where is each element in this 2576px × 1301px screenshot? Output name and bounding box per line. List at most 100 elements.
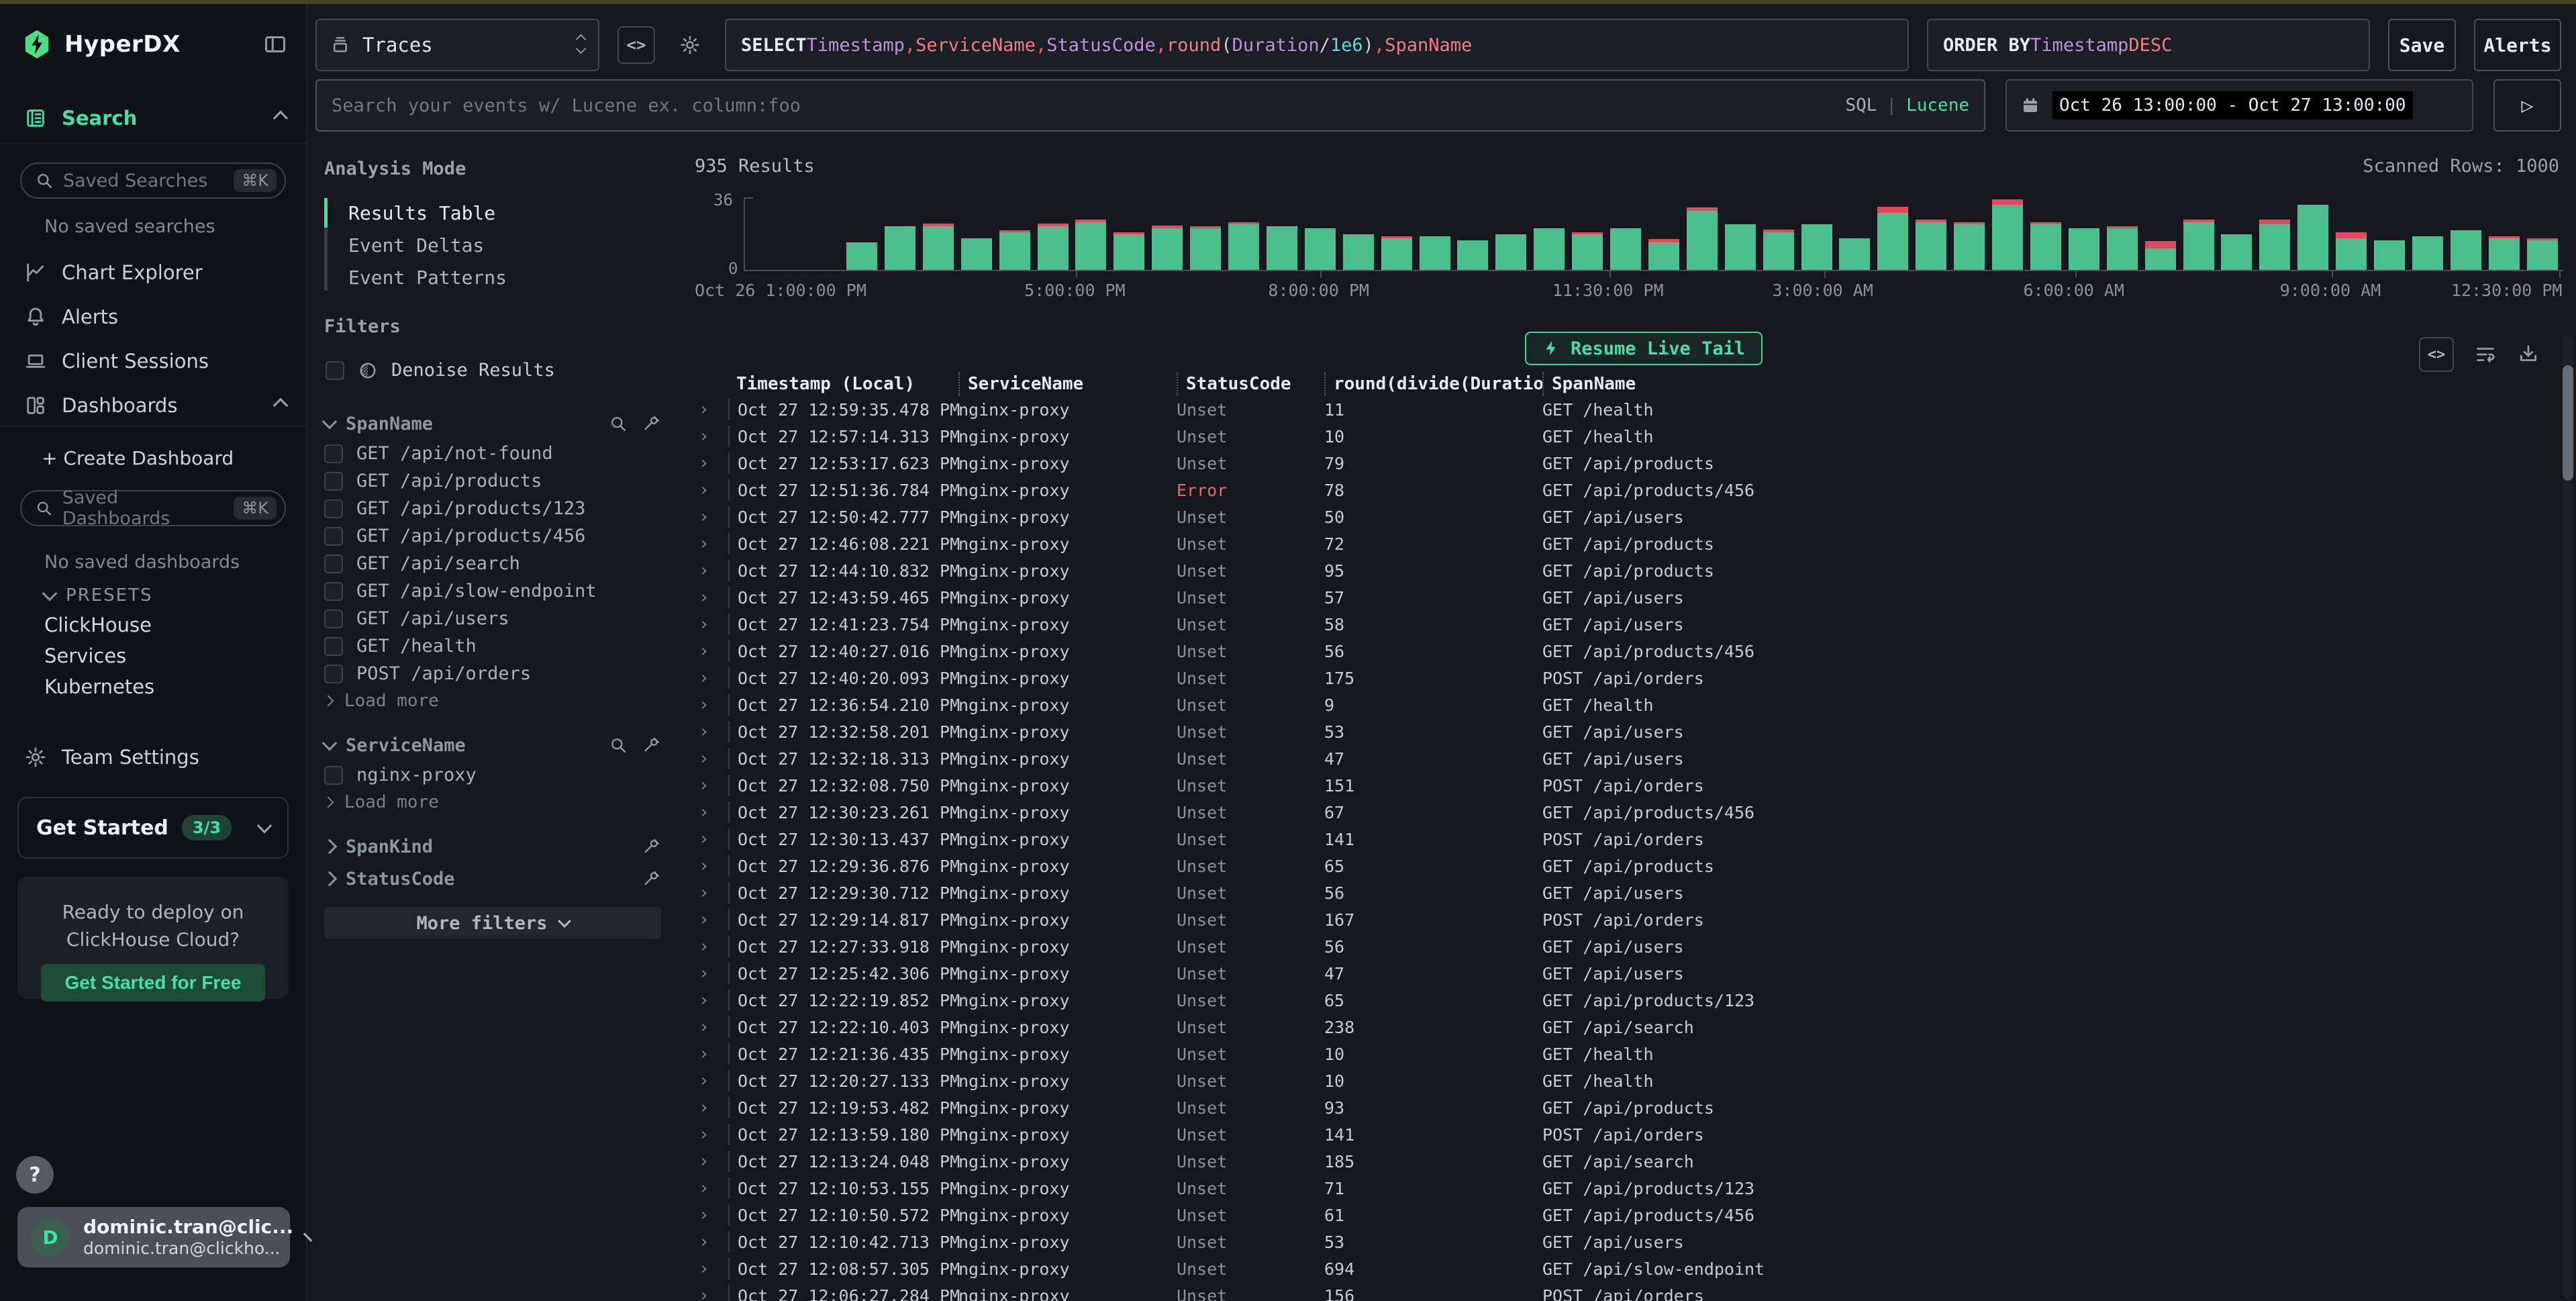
alerts-button[interactable]: Alerts <box>2474 19 2561 71</box>
table-row[interactable]: ›Oct 27 12:44:10.832 PMnginx-proxyUnset9… <box>695 557 2549 584</box>
expand-row-icon[interactable]: › <box>695 856 728 876</box>
expand-row-icon[interactable]: › <box>695 426 728 446</box>
filter-checkbox[interactable] <box>324 555 343 573</box>
expand-row-icon[interactable]: › <box>695 1232 728 1252</box>
run-query-button[interactable]: ▷ <box>2493 79 2561 132</box>
table-row[interactable]: ›Oct 27 12:10:42.713 PMnginx-proxyUnset5… <box>695 1228 2549 1255</box>
expand-row-icon[interactable]: › <box>695 668 728 688</box>
scrollbar-thumb[interactable] <box>2563 365 2573 481</box>
filter-option[interactable]: GET /api/users <box>324 605 661 632</box>
expand-row-icon[interactable]: › <box>695 1151 728 1171</box>
resume-live-tail-button[interactable]: Resume Live Tail <box>1525 332 1763 365</box>
help-button[interactable]: ? <box>16 1156 54 1194</box>
filter-option[interactable]: POST /api/orders <box>324 660 661 687</box>
source-settings-button[interactable] <box>673 26 707 64</box>
denoise-results-toggle[interactable]: Denoise Results <box>326 360 661 381</box>
pin-icon[interactable] <box>642 414 661 433</box>
collapse-sidebar-icon[interactable] <box>263 32 287 56</box>
filter-checkbox[interactable] <box>324 610 343 628</box>
table-row[interactable]: ›Oct 27 12:22:10.403 PMnginx-proxyUnset2… <box>695 1014 2549 1041</box>
pin-icon[interactable] <box>642 837 661 856</box>
filter-checkbox[interactable] <box>324 527 343 546</box>
analysis-mode-event-patterns[interactable]: Event Patterns <box>324 261 661 293</box>
download-icon[interactable] <box>2517 343 2540 366</box>
scrollbar-track[interactable] <box>2563 336 2573 1298</box>
expand-row-icon[interactable]: › <box>695 1124 728 1145</box>
table-row[interactable]: ›Oct 27 12:25:42.306 PMnginx-proxyUnset4… <box>695 960 2549 987</box>
expand-row-icon[interactable]: › <box>695 1286 728 1301</box>
wrap-lines-icon[interactable] <box>2474 343 2497 366</box>
table-row[interactable]: ›Oct 27 12:32:18.313 PMnginx-proxyUnset4… <box>695 745 2549 772</box>
filter-option[interactable]: GET /api/slow-endpoint <box>324 577 661 605</box>
filter-option[interactable]: GET /health <box>324 632 661 660</box>
table-row[interactable]: ›Oct 27 12:53:17.623 PMnginx-proxyUnset7… <box>695 450 2549 477</box>
table-row[interactable]: ›Oct 27 12:10:50.572 PMnginx-proxyUnset6… <box>695 1202 2549 1228</box>
expand-row-icon[interactable]: › <box>695 399 728 420</box>
preset-kubernetes[interactable]: Kubernetes <box>44 675 154 698</box>
table-row[interactable]: ›Oct 27 12:06:27.284 PMnginx-proxyUnset1… <box>695 1282 2549 1301</box>
source-select[interactable]: Traces <box>315 19 599 71</box>
load-more-button[interactable]: Load more <box>324 789 661 816</box>
date-range-picker[interactable]: Oct 26 13:00:00 - Oct 27 13:00:00 <box>2005 79 2473 132</box>
table-row[interactable]: ›Oct 27 12:32:08.750 PMnginx-proxyUnset1… <box>695 772 2549 799</box>
filter-checkbox[interactable] <box>324 766 343 785</box>
expand-row-icon[interactable]: › <box>695 722 728 742</box>
table-row[interactable]: ›Oct 27 12:21:36.435 PMnginx-proxyUnset1… <box>695 1041 2549 1067</box>
expand-row-icon[interactable]: › <box>695 990 728 1010</box>
filter-option[interactable]: nginx-proxy <box>324 761 661 789</box>
preset-services[interactable]: Services <box>44 644 126 667</box>
table-row[interactable]: ›Oct 27 12:41:23.754 PMnginx-proxyUnset5… <box>695 611 2549 638</box>
pin-icon[interactable] <box>642 736 661 755</box>
expand-row-icon[interactable]: › <box>695 1017 728 1037</box>
edit-source-code-button[interactable]: <> <box>617 26 655 64</box>
expand-row-icon[interactable]: › <box>695 480 728 500</box>
filter-section-servicename[interactable]: ServiceName <box>324 729 661 761</box>
expand-row-icon[interactable]: › <box>695 534 728 554</box>
table-row[interactable]: ›Oct 27 12:20:27.133 PMnginx-proxyUnset1… <box>695 1067 2549 1094</box>
denoise-checkbox[interactable] <box>326 361 344 380</box>
table-row[interactable]: ›Oct 27 12:29:36.876 PMnginx-proxyUnset6… <box>695 853 2549 879</box>
analysis-mode-event-deltas[interactable]: Event Deltas <box>324 229 661 261</box>
expand-row-icon[interactable]: › <box>695 507 728 527</box>
expand-row-icon[interactable]: › <box>695 883 728 903</box>
filter-option[interactable]: GET /api/products <box>324 467 661 495</box>
sidebar-item-search[interactable]: Search <box>0 99 306 137</box>
expand-row-icon[interactable]: › <box>695 963 728 983</box>
filter-section-statuscode[interactable]: StatusCode <box>324 863 661 895</box>
lucene-toggle-option[interactable]: Lucene <box>1906 95 1969 115</box>
preset-clickhouse[interactable]: ClickHouse <box>44 614 152 636</box>
get-started-card[interactable]: Get Started 3/3 <box>17 797 289 859</box>
table-row[interactable]: ›Oct 27 12:59:35.478 PMnginx-proxyUnset1… <box>695 396 2549 423</box>
filter-checkbox[interactable] <box>324 472 343 491</box>
table-row[interactable]: ›Oct 27 12:30:13.437 PMnginx-proxyUnset1… <box>695 826 2549 853</box>
filter-checkbox[interactable] <box>324 582 343 601</box>
table-row[interactable]: ›Oct 27 12:43:59.465 PMnginx-proxyUnset5… <box>695 584 2549 611</box>
expand-row-icon[interactable]: › <box>695 1205 728 1225</box>
saved-searches-input[interactable]: Saved Searches ⌘K <box>20 162 286 199</box>
expand-row-icon[interactable]: › <box>695 561 728 581</box>
sidebar-item-alerts[interactable]: Alerts <box>0 298 306 336</box>
filter-checkbox[interactable] <box>324 499 343 518</box>
expand-row-icon[interactable]: › <box>695 1259 728 1279</box>
load-more-button[interactable]: Load more <box>324 687 661 714</box>
filter-option[interactable]: GET /api/not-found <box>324 440 661 467</box>
filter-checkbox[interactable] <box>324 637 343 656</box>
filter-option[interactable]: GET /api/search <box>324 550 661 577</box>
expand-row-icon[interactable]: › <box>695 936 728 957</box>
table-row[interactable]: ›Oct 27 12:13:24.048 PMnginx-proxyUnset1… <box>695 1148 2549 1175</box>
filter-checkbox[interactable] <box>324 444 343 463</box>
saved-dashboards-input[interactable]: Saved Dashboards ⌘K <box>20 490 286 526</box>
table-row[interactable]: ›Oct 27 12:27:33.918 PMnginx-proxyUnset5… <box>695 933 2549 960</box>
user-menu[interactable]: D dominic.tran@clic... dominic.tran@clic… <box>17 1207 290 1267</box>
table-row[interactable]: ›Oct 27 12:29:14.817 PMnginx-proxyUnset1… <box>695 906 2549 933</box>
table-row[interactable]: ›Oct 27 12:57:14.313 PMnginx-proxyUnset1… <box>695 423 2549 450</box>
table-row[interactable]: ›Oct 27 12:36:54.210 PMnginx-proxyUnset9… <box>695 691 2549 718</box>
save-button[interactable]: Save <box>2388 19 2456 71</box>
filter-section-spanname[interactable]: SpanName <box>324 407 661 440</box>
table-row[interactable]: ›Oct 27 12:22:19.852 PMnginx-proxyUnset6… <box>695 987 2549 1014</box>
table-row[interactable]: ›Oct 27 12:30:23.261 PMnginx-proxyUnset6… <box>695 799 2549 826</box>
sidebar-item-client-sessions[interactable]: Client Sessions <box>0 342 306 380</box>
view-source-button[interactable]: <> <box>2419 337 2454 372</box>
analysis-mode-results-table[interactable]: Results Table <box>324 197 661 229</box>
expand-row-icon[interactable]: › <box>695 614 728 634</box>
